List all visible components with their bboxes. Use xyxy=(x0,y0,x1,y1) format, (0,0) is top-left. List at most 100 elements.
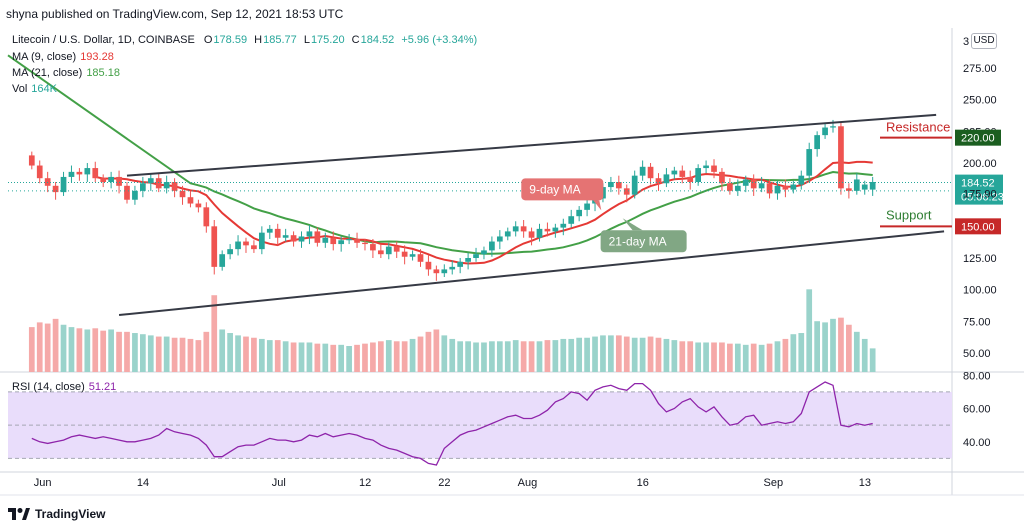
ma9-line[interactable] xyxy=(95,160,873,265)
candle-body[interactable] xyxy=(409,254,416,257)
candle-body[interactable] xyxy=(703,165,709,169)
candle-body[interactable] xyxy=(679,170,686,177)
candle-body[interactable] xyxy=(861,184,868,190)
candle-body[interactable] xyxy=(536,228,543,238)
candle-body[interactable] xyxy=(132,190,138,200)
candle-body[interactable] xyxy=(663,174,670,184)
candle-body[interactable] xyxy=(425,261,432,270)
candle-body[interactable] xyxy=(298,236,305,242)
candle-body[interactable] xyxy=(100,178,107,182)
candle-body[interactable] xyxy=(655,178,662,184)
rsi-legend[interactable]: RSI (14, close) 51.21 xyxy=(12,381,116,393)
candle-body[interactable] xyxy=(36,165,43,179)
candle-body[interactable] xyxy=(711,165,717,172)
candle-body[interactable] xyxy=(853,179,860,191)
candle-body[interactable] xyxy=(417,254,424,262)
candle-body[interactable] xyxy=(552,227,559,232)
candle-body[interactable] xyxy=(52,185,59,193)
candle-body[interactable] xyxy=(227,249,233,255)
candle-body[interactable] xyxy=(766,183,773,194)
candle-body[interactable] xyxy=(615,182,622,189)
candle-body[interactable] xyxy=(512,226,519,232)
candle-body[interactable] xyxy=(750,179,757,189)
ma21-legend[interactable]: MA (21, close) 185.18 xyxy=(12,67,120,79)
candle-body[interactable] xyxy=(330,237,337,245)
candle-body[interactable] xyxy=(211,226,218,267)
currency-button[interactable]: USD xyxy=(971,33,997,49)
candle-body[interactable] xyxy=(520,226,527,232)
volume-legend[interactable]: Vol 164K xyxy=(12,83,57,95)
candle-body[interactable] xyxy=(433,269,440,274)
candle-body[interactable] xyxy=(338,240,345,245)
candle-body[interactable] xyxy=(44,178,51,186)
candle-body[interactable] xyxy=(171,182,178,191)
candle-body[interactable] xyxy=(187,197,194,204)
candle-body[interactable] xyxy=(774,185,781,194)
candle-body[interactable] xyxy=(60,176,67,193)
candle-body[interactable] xyxy=(806,149,813,176)
candle-body[interactable] xyxy=(108,176,114,182)
candle-body[interactable] xyxy=(147,178,154,184)
candle-body[interactable] xyxy=(473,254,479,258)
candle-body[interactable] xyxy=(251,245,257,250)
candle-body[interactable] xyxy=(576,209,583,217)
candle-body[interactable] xyxy=(647,166,654,179)
candle-body[interactable] xyxy=(68,171,75,177)
candle-body[interactable] xyxy=(869,182,876,190)
candle-body[interactable] xyxy=(290,235,297,242)
candle-body[interactable] xyxy=(266,228,273,233)
tradingview-brand[interactable]: TradingView xyxy=(8,507,105,521)
candle-body[interactable] xyxy=(92,168,99,179)
candle-body[interactable] xyxy=(76,171,83,175)
candle-body[interactable] xyxy=(155,178,162,189)
candle-body[interactable] xyxy=(457,261,464,267)
candle-body[interactable] xyxy=(354,239,360,243)
candle-body[interactable] xyxy=(631,175,638,195)
candle-body[interactable] xyxy=(822,127,828,136)
upper-channel-trendline[interactable] xyxy=(126,113,937,177)
candle-body[interactable] xyxy=(758,183,765,189)
candle-body[interactable] xyxy=(830,126,836,128)
candle-body[interactable] xyxy=(846,188,852,191)
candle-body[interactable] xyxy=(258,232,265,250)
candle-body[interactable] xyxy=(306,231,313,237)
ma21-line[interactable] xyxy=(7,54,873,255)
candle-body[interactable] xyxy=(528,231,535,238)
candle-body[interactable] xyxy=(179,190,186,198)
candle-body[interactable] xyxy=(608,182,614,188)
candle-body[interactable] xyxy=(798,175,805,185)
candle-body[interactable] xyxy=(496,236,503,242)
candle-body[interactable] xyxy=(140,183,146,191)
candle-body[interactable] xyxy=(449,266,456,270)
candle-body[interactable] xyxy=(489,241,495,251)
candle-body[interactable] xyxy=(124,185,130,200)
candle-body[interactable] xyxy=(584,203,590,210)
candle-body[interactable] xyxy=(401,251,408,257)
candle-body[interactable] xyxy=(116,176,122,186)
candle-body[interactable] xyxy=(163,182,170,189)
candle-body[interactable] xyxy=(322,237,329,243)
candle-body[interactable] xyxy=(441,269,448,274)
candle-body[interactable] xyxy=(814,135,820,150)
candle-body[interactable] xyxy=(481,250,487,255)
candle-body[interactable] xyxy=(790,184,797,190)
candle-body[interactable] xyxy=(838,126,844,189)
candle-body[interactable] xyxy=(695,168,702,182)
candle-body[interactable] xyxy=(274,228,281,238)
candle-body[interactable] xyxy=(385,246,392,255)
candle-body[interactable] xyxy=(465,258,471,262)
candle-body[interactable] xyxy=(727,183,733,191)
candle-body[interactable] xyxy=(282,235,289,238)
candle-body[interactable] xyxy=(84,168,91,175)
lower-channel-trendline[interactable] xyxy=(118,230,945,316)
candle-body[interactable] xyxy=(203,207,210,227)
candle-body[interactable] xyxy=(377,250,384,255)
candle-body[interactable] xyxy=(568,216,575,224)
candle-body[interactable] xyxy=(362,242,368,245)
candle-body[interactable] xyxy=(28,155,35,166)
rsi-line[interactable] xyxy=(31,381,873,466)
ma9-legend[interactable]: MA (9, close) 193.28 xyxy=(12,51,114,63)
candle-body[interactable] xyxy=(742,179,749,186)
candle-body[interactable] xyxy=(219,254,226,267)
